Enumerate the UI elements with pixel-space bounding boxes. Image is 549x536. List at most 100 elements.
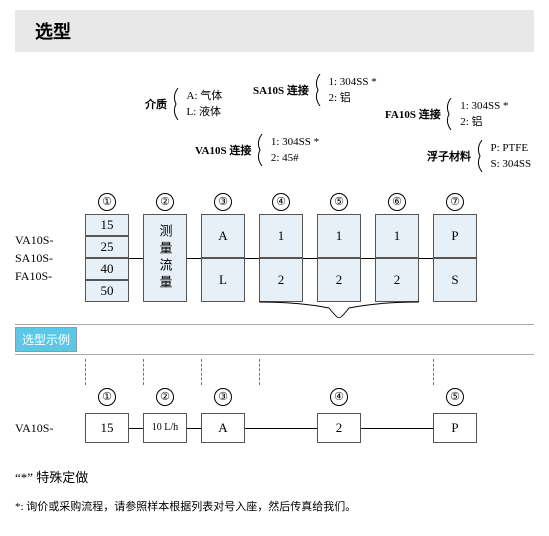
circled-1: ①: [98, 193, 116, 211]
ex-circ-1: ①: [98, 388, 116, 406]
legend-float: 浮子材料 P: PTFE S: 304SS: [427, 140, 531, 172]
footnote-star-label: “*” 特殊定做: [15, 467, 534, 486]
legend-opt: S: 304SS: [491, 156, 532, 172]
dash-line: [143, 359, 187, 385]
dash-row: [15, 359, 534, 385]
ex-box-2: 10 L/h: [143, 413, 187, 443]
dash-line: [85, 359, 129, 385]
page: 选型 介质 A: 气体 L: 液体 SA10S 连接 1: 304SS * 2:…: [0, 0, 549, 524]
example-label: 选型示例: [15, 327, 77, 352]
brace-icon: [170, 88, 180, 120]
col-4: 1 2: [259, 214, 303, 302]
ex-circ-2: ②: [156, 388, 174, 406]
box-col1-3: 50: [85, 280, 129, 302]
col-3: A L: [201, 214, 245, 302]
legend-opt: 1: 304SS *: [271, 134, 319, 150]
legend-opt: 1: 304SS *: [328, 74, 376, 90]
legend-va10s: VA10S 连接 1: 304SS * 2: 45#: [195, 134, 319, 166]
ex-circ-5: ⑤: [446, 388, 464, 406]
legend-opt: 2: 铝: [328, 90, 376, 106]
legend-float-label: 浮子材料: [427, 148, 471, 164]
legend-fa10s-opts: 1: 304SS * 2: 铝: [456, 98, 508, 130]
legend-opt: A: 气体: [187, 88, 223, 104]
connector: [129, 428, 143, 429]
curly-brace-icon: [259, 300, 419, 318]
dash-line: [201, 359, 245, 385]
legend-area: 介质 A: 气体 L: 液体 SA10S 连接 1: 304SS * 2: 铝 …: [15, 60, 534, 190]
legend-sa10s: SA10S 连接 1: 304SS * 2: 铝: [253, 74, 377, 106]
connector: [187, 428, 201, 429]
legend-sa10s-label: SA10S 连接: [253, 82, 309, 98]
legend-va10s-opts: 1: 304SS * 2: 45#: [267, 134, 319, 166]
prefix-text: VA10S-: [15, 231, 85, 249]
example-prefix: VA10S-: [15, 419, 85, 437]
legend-sa10s-opts: 1: 304SS * 2: 铝: [324, 74, 376, 106]
connector: [245, 428, 317, 429]
footnote-star-note: *: 询价或采购流程，请参照样本根据列表对号入座，然后传真给我们。: [15, 498, 534, 514]
box-col1-2: 40: [85, 258, 129, 280]
legend-va10s-label: VA10S 连接: [195, 142, 251, 158]
circled-7: ⑦: [446, 193, 464, 211]
example-strip: 选型示例: [15, 324, 534, 355]
box-col7-1: S: [433, 258, 477, 302]
ex-box-4: 2: [317, 413, 361, 443]
ex-box-3: A: [201, 413, 245, 443]
ex-box-5: P: [433, 413, 477, 443]
legend-opt: L: 液体: [187, 104, 223, 120]
col-7: P S: [433, 214, 477, 302]
circled-3: ③: [214, 193, 232, 211]
main-box-row: VA10S- SA10S- FA10S- 15 25 40 50 测量流量 A …: [15, 214, 534, 302]
box-col6-0: 1: [375, 214, 419, 258]
circled-2: ②: [156, 193, 174, 211]
box-col4-1: 2: [259, 258, 303, 302]
col-1: 15 25 40 50: [85, 214, 129, 302]
connector: [245, 258, 259, 259]
legend-opt: 2: 铝: [460, 114, 508, 130]
example-box-row: VA10S- 15 10 L/h A 2 P: [15, 413, 534, 443]
circled-row-example: ① ② ③ ④ ⑤: [15, 385, 534, 409]
box-col5-0: 1: [317, 214, 361, 258]
box-col6-1: 2: [375, 258, 419, 302]
circled-6: ⑥: [388, 193, 406, 211]
legend-opt: P: PTFE: [491, 140, 532, 156]
title-bar: 选型: [15, 10, 534, 52]
connector: [303, 258, 317, 259]
legend-medium-opts: A: 气体 L: 液体: [183, 88, 223, 120]
box-col3-0: A: [201, 214, 245, 258]
prefix-text: FA10S-: [15, 267, 85, 285]
circled-row-top: ① ② ③ ④ ⑤ ⑥ ⑦: [15, 190, 534, 214]
legend-opt: 2: 45#: [271, 150, 319, 166]
col-5: 1 2: [317, 214, 361, 302]
box-col2: 测量流量: [143, 214, 187, 302]
col-6: 1 2: [375, 214, 419, 302]
box-col7-0: P: [433, 214, 477, 258]
legend-medium: 介质 A: 气体 L: 液体: [145, 88, 222, 120]
col-2: 测量流量: [143, 214, 187, 302]
connector: [187, 258, 201, 259]
ex-box-1: 15: [85, 413, 129, 443]
circled-4: ④: [272, 193, 290, 211]
box-col5-1: 2: [317, 258, 361, 302]
prefix-text: VA10S-: [15, 419, 85, 437]
legend-medium-label: 介质: [145, 96, 167, 112]
connector: [129, 258, 143, 259]
col2-text: 测量流量: [156, 224, 175, 292]
box-col1-1: 25: [85, 236, 129, 258]
connector: [361, 428, 433, 429]
box-col1-0: 15: [85, 214, 129, 236]
legend-float-opts: P: PTFE S: 304SS: [487, 140, 532, 172]
circled-5: ⑤: [330, 193, 348, 211]
brace-icon: [254, 134, 264, 166]
legend-fa10s-label: FA10S 连接: [385, 106, 441, 122]
legend-opt: 1: 304SS *: [460, 98, 508, 114]
legend-fa10s: FA10S 连接 1: 304SS * 2: 铝: [385, 98, 509, 130]
prefixes: VA10S- SA10S- FA10S-: [15, 214, 85, 302]
dash-line: [259, 359, 419, 385]
ex-circ-3: ③: [214, 388, 232, 406]
dash-line: [433, 359, 477, 385]
brace-icon: [312, 74, 322, 106]
group-brace: [15, 302, 534, 320]
prefix-text: SA10S-: [15, 249, 85, 267]
box-col4-0: 1: [259, 214, 303, 258]
connector: [361, 258, 375, 259]
